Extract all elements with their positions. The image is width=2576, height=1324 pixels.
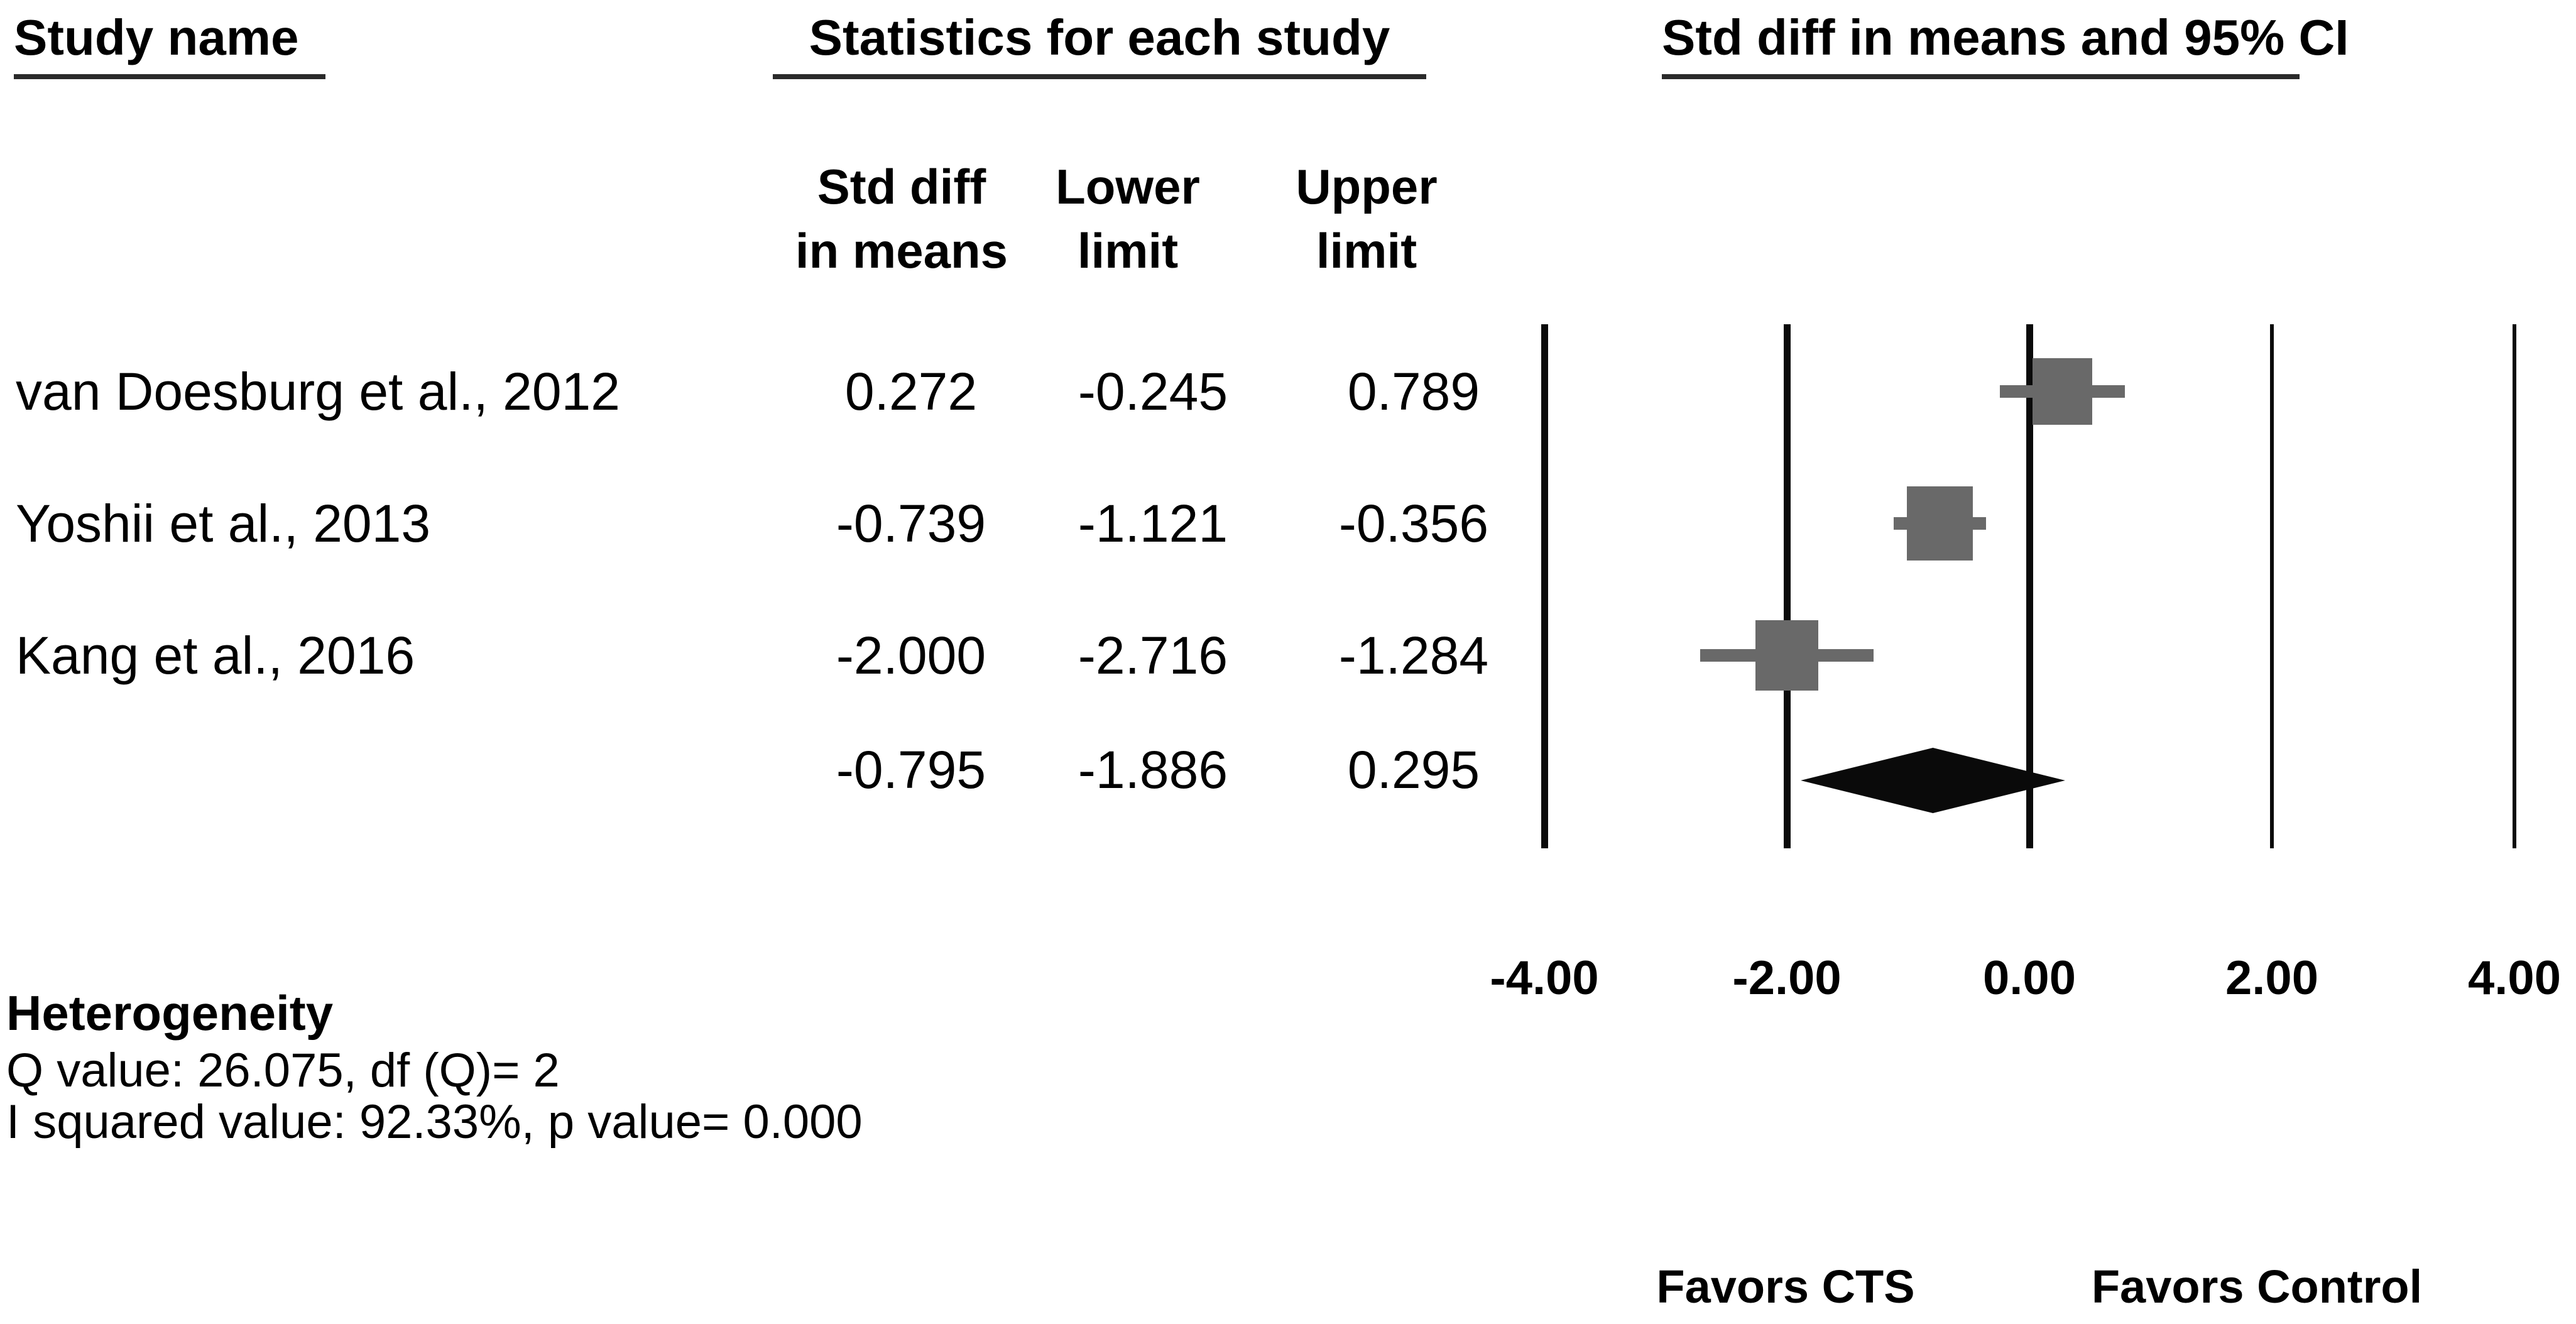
study-name: Kang et al., 2016 <box>16 626 415 685</box>
subheader-line: limit <box>1077 223 1179 278</box>
x-tick-label: 0.00 <box>1983 951 2076 1005</box>
lower-limit-value: -0.245 <box>1078 362 1228 421</box>
point-estimate-square <box>1906 486 1973 561</box>
study-row: van Doesburg et al., 2012 0.272 -0.245 0.78… <box>0 360 1539 423</box>
subheader-lower-limit: Lower limit <box>996 155 1260 283</box>
heterogeneity-q-statistic: Q value: 26.075, df (Q)= 2 <box>6 1044 560 1097</box>
x-tick-label: -4.00 <box>1490 951 1599 1005</box>
axis-reference-line <box>1541 324 1548 848</box>
study-name: Yoshii et al., 2013 <box>16 494 431 553</box>
summary-std-diff-value: -0.795 <box>836 740 986 799</box>
heterogeneity-title: Heterogeneity <box>6 985 334 1041</box>
subheader-line: limit <box>1316 223 1417 278</box>
std-diff-value: -2.000 <box>836 626 986 685</box>
summary-upper-limit-value: 0.295 <box>1347 740 1480 799</box>
subheader-line: Lower <box>1056 159 1200 214</box>
x-tick-label: 4.00 <box>2468 951 2561 1005</box>
std-diff-value: -0.739 <box>836 494 986 553</box>
axis-reference-line <box>1783 324 1791 848</box>
favors-control-label: Favors Control <box>2091 1261 2423 1313</box>
subheader-upper-limit: Upper limit <box>1235 155 1498 283</box>
study-row: Yoshii et al., 2013 -0.739 -1.121 -0.356 <box>0 492 1539 555</box>
point-estimate-square <box>2032 358 2092 425</box>
x-axis-tick-labels: -4.00 -2.00 0.00 2.00 4.00 <box>1490 950 2561 1013</box>
study-name: van Doesburg et al., 2012 <box>16 362 620 421</box>
x-tick-label: 2.00 <box>2225 951 2318 1005</box>
subheader-std-diff-in-means: Std diff in means <box>770 155 1034 283</box>
study-name-column-header: Study name <box>14 8 325 79</box>
ci-plot-column-group-header: Std diff in means and 95% CI <box>1662 8 2349 79</box>
upper-limit-value: -1.284 <box>1338 626 1489 685</box>
subheader-line: Upper <box>1296 159 1438 214</box>
study-row: Kang et al., 2016 -2.000 -2.716 -1.284 <box>0 624 1539 687</box>
summary-lower-limit-value: -1.886 <box>1078 740 1228 799</box>
summary-row: -0.795 -1.886 0.295 <box>0 738 1539 801</box>
axis-reference-line <box>2026 324 2033 848</box>
statistics-column-group-header: Statistics for each study <box>773 8 1426 79</box>
lower-limit-value: -2.716 <box>1078 626 1228 685</box>
heterogeneity-i-squared: I squared value: 92.33%, p value= 0.000 <box>6 1095 863 1149</box>
x-tick-label: -2.00 <box>1732 951 1842 1005</box>
forest-plot-area <box>1541 324 2516 848</box>
subheader-line: in means <box>795 223 1008 278</box>
subheader-line: Std diff <box>817 159 986 214</box>
upper-limit-value: -0.356 <box>1338 494 1489 553</box>
upper-limit-value: 0.789 <box>1347 362 1480 421</box>
axis-reference-line <box>2270 324 2274 848</box>
axis-reference-line <box>2513 324 2516 848</box>
std-diff-value: 0.272 <box>844 362 978 421</box>
point-estimate-square <box>1755 620 1818 691</box>
favors-cts-label: Favors CTS <box>1656 1261 1915 1313</box>
lower-limit-value: -1.121 <box>1078 494 1228 553</box>
